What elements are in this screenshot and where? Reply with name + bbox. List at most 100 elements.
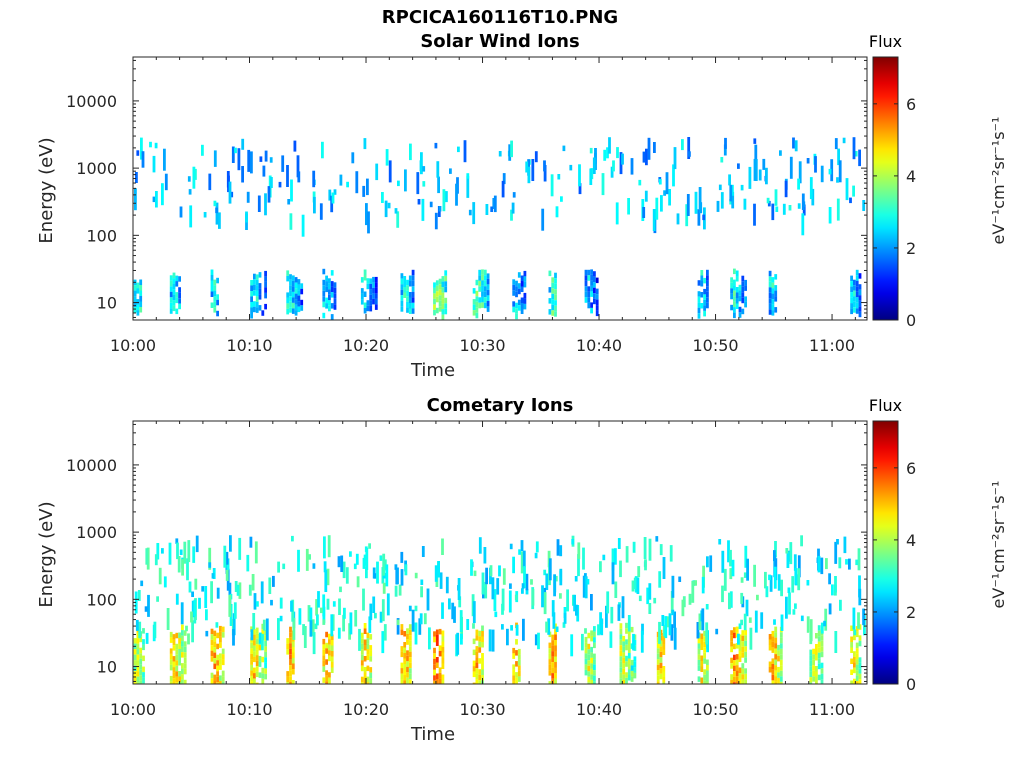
panel-1-flux-cell [175,275,179,282]
panel-2-flux-cell [475,635,479,641]
panel-1-flux-cell [363,291,367,297]
panel-1-flux-cell [774,189,778,206]
panel-1-y-tick-label: 10 [97,294,117,313]
panel-2-flux-cell [850,658,853,664]
panel-1-flux-cell [438,289,442,296]
panel-2-flux-cell [340,555,344,572]
panel-2-flux-cell [400,662,404,669]
panel-1-flux-cell [855,280,859,287]
panel-2-flux-cell [234,581,238,592]
panel-1-flux-cell [172,305,176,312]
panel-2-flux-cell [213,680,217,684]
panel-2-flux-cell [472,601,476,624]
panel-2-flux-cell [706,676,709,682]
panel-2-flux-cell [809,619,813,642]
panel-2-flux-cell [659,640,663,647]
panel-1-flux-cell [333,293,337,299]
panel-2-flux-cell [666,616,669,628]
panel-2-flux-cell [554,645,557,651]
panel-1-flux-cell [434,142,438,149]
panel-2-flux-cell [221,626,225,633]
panel-2-flux-cell [820,679,824,684]
panel-2-flux-cell [622,652,626,658]
panel-2-flux-cell [834,631,838,653]
panel-2-flux-cell [322,649,326,656]
panel-2-flux-cell [210,634,214,640]
panel-1-flux-cell [250,307,253,313]
panel-2-flux-cell [366,654,370,661]
panel-1-flux-cell [289,279,292,286]
panel-2-flux-cell [531,589,535,606]
panel-2-flux-cell [210,650,214,657]
panel-2-flux-cell [622,641,626,647]
panel-1-flux-cell [444,303,448,309]
panel-2-flux-cell [181,624,184,631]
panel-2-flux-cell [172,672,176,679]
panel-1-flux-cell [286,308,290,315]
panel-2-flux-cell [671,575,675,598]
panel-2-flux-cell [625,639,628,645]
panel-1-flux-cell [175,308,179,315]
panel-2-flux-cell [349,612,353,635]
panel-2-colorbar-tick-label: 0 [906,675,916,694]
panel-2-flux-cell [729,568,733,580]
panel-2-flux-cell [700,633,704,639]
panel-1-flux-cell [472,304,476,311]
panel-1-flux-cell [411,291,415,298]
panel-1-flux-cell [758,169,762,181]
panel-1-flux-cell [806,158,810,164]
panel-2-flux-cell [434,565,438,582]
panel-1-flux-cell [297,171,301,183]
panel-1-flux-cell [767,200,771,207]
panel-2-flux-cell [773,619,776,625]
panel-2-flux-cell [360,649,364,655]
panel-2-flux-cell [741,679,745,684]
panel-2-flux-cell [136,654,140,661]
panel-1-flux-cell [855,302,859,309]
panel-2-flux-cell [855,681,859,684]
panel-2-title: Cometary Ions [426,395,574,416]
panel-1-flux-cell [512,284,516,291]
panel-2-flux-cell [458,596,462,608]
panel-1-flux-cell [406,290,409,297]
panel-1-flux-cell [515,302,518,309]
panel-1-flux-cell [820,165,824,183]
panel-2-flux-cell [216,587,220,599]
panel-2-flux-cell [255,682,259,684]
panel-1-flux-cell [258,283,262,289]
panel-1-flux-cell [523,276,527,282]
panel-2-flux-cell [366,682,370,684]
panel-2-flux-cell [587,676,591,683]
panel-2-flux-cell [768,574,771,581]
panel-2-flux-cell [264,673,267,680]
panel-1-flux-cell [213,279,217,286]
panel-2-flux-cell [744,640,747,647]
panel-2-flux-cell [549,687,552,693]
panel-1-flux-cell [592,157,596,174]
panel-1-flux-cell [403,276,407,282]
panel-1-flux-cell [809,177,813,200]
panel-2-flux-cell [628,686,631,692]
panel-2-flux-cell [372,567,376,579]
panel-2-flux-cell [741,646,745,653]
panel-2-flux-cell [741,641,745,647]
panel-2-flux-cell [298,608,302,625]
panel-2-flux-cell [809,655,813,661]
panel-2-flux-cell [855,626,859,632]
panel-2-flux-cell [697,659,701,666]
panel-1-flux-cell [291,291,295,298]
panel-2-flux-cell [619,661,623,668]
panel-2-flux-cell [435,635,439,641]
panel-1-flux-cell [512,306,516,313]
panel-1-flux-cell [388,160,392,183]
panel-2-flux-cell [176,542,179,560]
panel-1-flux-cell [729,199,733,205]
panel-1-flux-cell [139,307,143,313]
panel-2-flux-cell [743,572,747,578]
panel-2-flux-cell [630,676,634,682]
panel-1-flux-cell [700,270,704,276]
panel-2-flux-cell [593,670,596,676]
panel-1-flux-cell [593,271,596,277]
panel-1-flux-cell [245,211,248,223]
panel-1-flux-cell [700,275,704,281]
